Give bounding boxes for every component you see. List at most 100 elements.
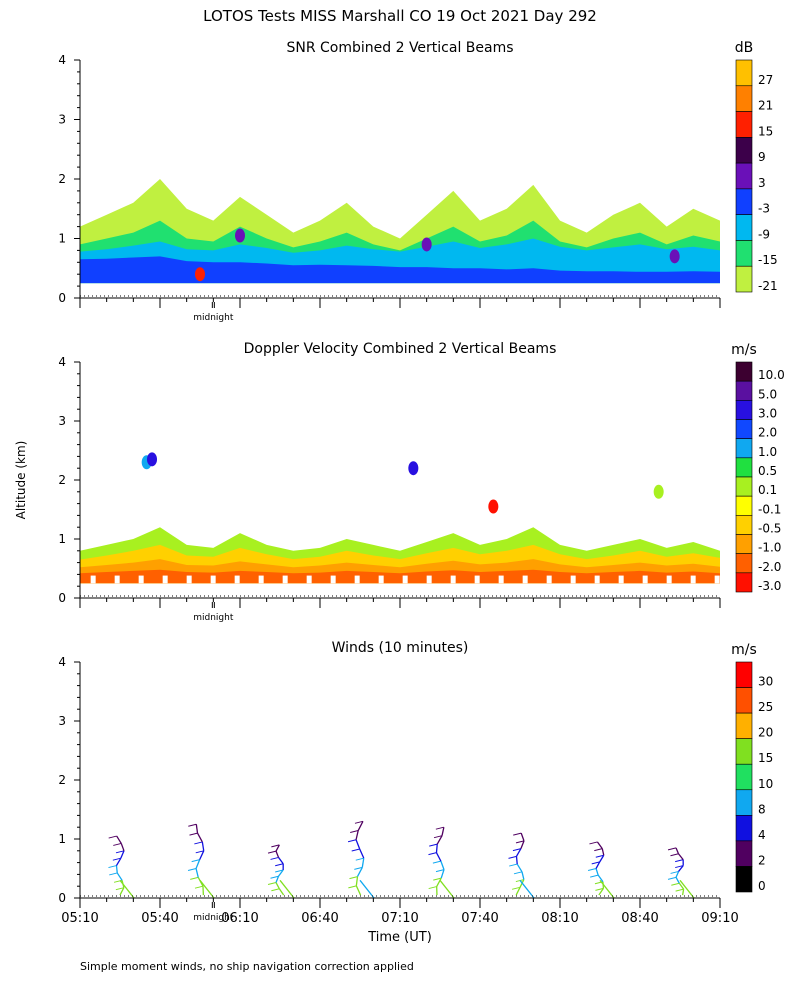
wind-barb [275, 869, 284, 873]
wind-segment [275, 844, 280, 852]
wind-barb [595, 887, 604, 891]
gap-cell [690, 575, 696, 584]
wind-segment [515, 848, 522, 857]
wind-segment [275, 882, 280, 890]
wind-segment [195, 824, 199, 834]
wind-barb [591, 861, 600, 865]
colorbar-label: 30 [758, 675, 773, 689]
panel-title: Winds (10 minutes) [332, 640, 469, 656]
x-tick-label: 05:10 [61, 911, 98, 926]
wind-segment [196, 832, 203, 843]
wind-barb [191, 859, 200, 863]
wind-segment [675, 871, 680, 878]
gap-cell [138, 575, 144, 584]
gap-cell [570, 575, 576, 584]
colorbar-swatch [735, 188, 753, 215]
gap-cell [282, 575, 288, 584]
colorbar-swatch [735, 111, 753, 138]
wind-segment [436, 835, 443, 845]
wind-barb [189, 832, 198, 836]
colorbar-swatch [735, 240, 753, 267]
y-tick-label: 4 [58, 53, 66, 67]
gap-cell [258, 575, 264, 584]
surface-wind [279, 879, 295, 899]
wind-segment [515, 887, 521, 896]
colorbar-swatch [735, 840, 753, 867]
x-tick-label: 09:10 [701, 911, 738, 926]
gap-cell [426, 575, 432, 584]
colorbar-label: 25 [758, 700, 773, 714]
colorbar-label: -15 [758, 253, 778, 267]
y-tick-label: 2 [58, 172, 66, 186]
colorbar-label: 3 [758, 176, 766, 190]
wind-segment [195, 859, 201, 869]
wind-barb [429, 843, 438, 847]
wind-barb [267, 882, 277, 885]
wind-segment [355, 876, 359, 886]
wind-segment [355, 885, 362, 896]
colorbar-label: -1.0 [758, 541, 781, 555]
colorbar-units: m/s [731, 342, 757, 358]
colorbar-swatch [735, 763, 753, 791]
colorbar-label: 21 [758, 99, 773, 113]
wind-barb [271, 844, 280, 848]
wind-segment [356, 867, 363, 877]
panel-1: SNR Combined 2 Vertical Beams 0 1 2 3 4 midnig… [58, 40, 777, 323]
wind-segment [436, 877, 442, 887]
wind-barb [435, 826, 444, 830]
wind-segment [115, 865, 118, 873]
wind-barb [675, 888, 684, 892]
wind-barb [113, 842, 122, 846]
wind-barb [115, 887, 124, 891]
wind-barb [594, 848, 603, 852]
wind-segment [440, 860, 445, 870]
y-tick-label: 3 [58, 414, 66, 428]
colorbar-swatch [735, 572, 753, 593]
panels: SNR Combined 2 Vertical Beams 0 1 2 3 4 midnig… [58, 40, 784, 945]
wind-segment [116, 872, 123, 881]
gap-cell [186, 575, 192, 584]
x-tick-label: 06:10 [221, 911, 258, 926]
wind-barb [108, 865, 117, 869]
y-tick-label: 3 [58, 113, 66, 127]
colorbar-swatch [735, 419, 753, 439]
wind-barb [350, 830, 359, 834]
wind-segment [597, 874, 604, 883]
wind-segment [520, 840, 525, 849]
colorbar-swatch [735, 400, 753, 420]
colorbar-swatch [735, 553, 753, 574]
wind-segment [115, 857, 122, 866]
wind-segment [595, 868, 599, 876]
colorbar-label: 15 [758, 124, 773, 138]
wind-segment [120, 843, 125, 852]
patch-3.0 [147, 452, 157, 467]
colorbar-label: 9 [758, 150, 766, 164]
colorbar-label: 0.5 [758, 464, 777, 478]
colorbar-swatch [735, 687, 753, 714]
colorbar-label: 4 [758, 828, 766, 842]
colorbar-swatch [735, 265, 753, 293]
wind-barb [115, 850, 125, 854]
panel-3: Winds (10 minutes) 0 1 2 3 4 05:10 05:40 06:10 06… [58, 640, 773, 945]
gap-cell [306, 575, 312, 584]
layer--3 [80, 256, 720, 284]
colorbar-swatch [735, 495, 753, 516]
wind-segment [598, 888, 604, 896]
wind-barb [675, 865, 684, 869]
patch-0.1 [653, 484, 664, 499]
wind-barb [270, 856, 279, 860]
wind-barb [670, 870, 679, 874]
wind-barb [194, 841, 203, 845]
wind-segment [435, 852, 442, 862]
colorbar-label: -3 [758, 202, 770, 216]
wind-barb [667, 876, 677, 880]
altitude-label: Altitude (km) [14, 441, 28, 520]
wind-segment [596, 841, 603, 849]
wind-segment [120, 850, 125, 859]
wind-barb [670, 853, 679, 857]
patch-15 [195, 267, 205, 282]
wind-segment [201, 841, 205, 851]
colorbar-label: -0.5 [758, 522, 781, 536]
colorbar-swatch [735, 85, 753, 112]
wind-segment [359, 848, 365, 859]
